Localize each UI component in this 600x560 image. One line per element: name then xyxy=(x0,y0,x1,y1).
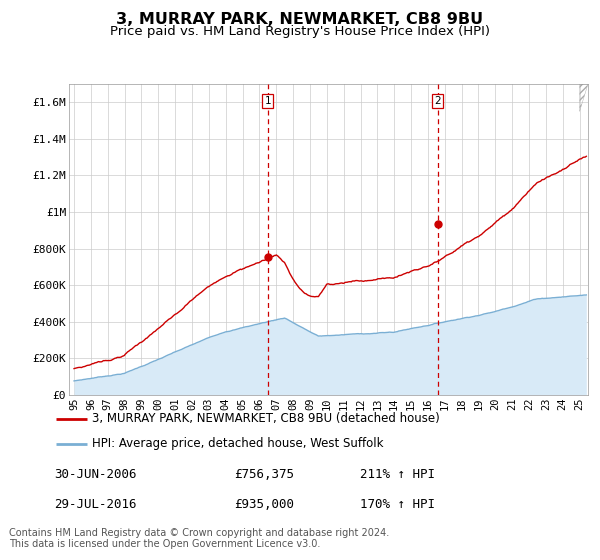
Text: HPI: Average price, detached house, West Suffolk: HPI: Average price, detached house, West… xyxy=(92,437,384,450)
Text: 211% ↑ HPI: 211% ↑ HPI xyxy=(360,468,435,480)
Text: 170% ↑ HPI: 170% ↑ HPI xyxy=(360,498,435,511)
Text: 2: 2 xyxy=(434,96,441,106)
Text: Price paid vs. HM Land Registry's House Price Index (HPI): Price paid vs. HM Land Registry's House … xyxy=(110,25,490,38)
Text: £756,375: £756,375 xyxy=(234,468,294,480)
Text: 29-JUL-2016: 29-JUL-2016 xyxy=(54,498,137,511)
Text: 1: 1 xyxy=(265,96,271,106)
Text: 3, MURRAY PARK, NEWMARKET, CB8 9BU (detached house): 3, MURRAY PARK, NEWMARKET, CB8 9BU (deta… xyxy=(92,412,440,425)
Text: 3, MURRAY PARK, NEWMARKET, CB8 9BU: 3, MURRAY PARK, NEWMARKET, CB8 9BU xyxy=(116,12,484,27)
Text: 30-JUN-2006: 30-JUN-2006 xyxy=(54,468,137,480)
Text: £935,000: £935,000 xyxy=(234,498,294,511)
Text: Contains HM Land Registry data © Crown copyright and database right 2024.
This d: Contains HM Land Registry data © Crown c… xyxy=(9,528,389,549)
